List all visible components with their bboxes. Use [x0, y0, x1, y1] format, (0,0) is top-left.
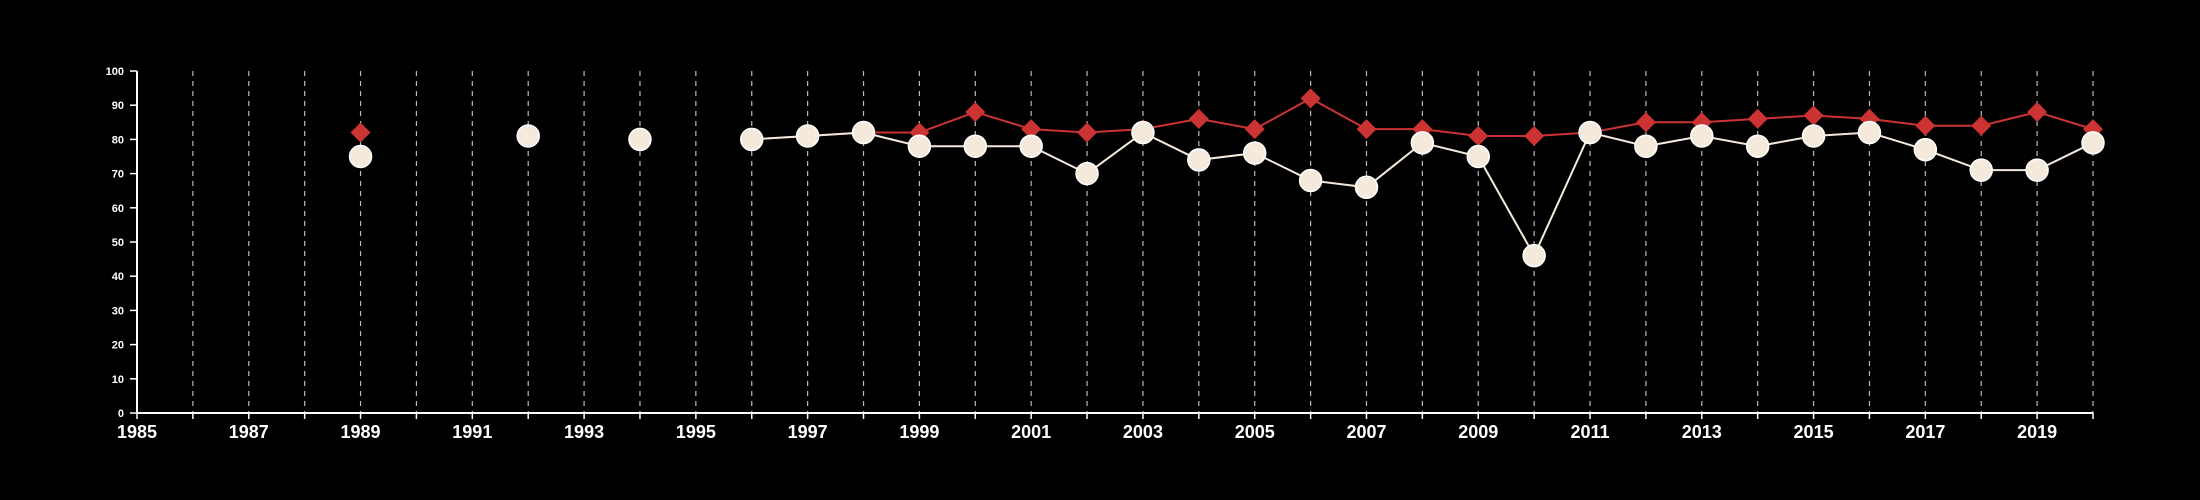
y-tick-label: 60 [112, 203, 124, 215]
x-tick-label: 1993 [564, 422, 604, 442]
y-tick-label: 50 [112, 237, 124, 249]
data-point-diamond [1077, 122, 1098, 143]
data-point-circle [1019, 134, 1043, 158]
data-point-circle [1801, 124, 1826, 148]
data-point-diamond [1747, 108, 1768, 129]
data-point-circle [1522, 243, 1546, 268]
x-tick-label: 1985 [117, 422, 157, 442]
x-tick-label: 2001 [1011, 422, 1051, 442]
y-tick-label: 20 [112, 340, 124, 352]
x-tick-label: 2017 [1905, 422, 1945, 442]
data-point-circle [1745, 134, 1770, 158]
series-circle [348, 120, 2105, 268]
x-tick-label: 1999 [899, 422, 939, 442]
data-point-circle [851, 120, 876, 145]
data-point-circle [795, 124, 820, 148]
data-point-circle [1913, 137, 1938, 162]
data-point-circle [2025, 158, 2049, 182]
data-point-circle [907, 134, 932, 158]
data-point-diamond [350, 122, 371, 143]
data-point-circle [628, 127, 652, 152]
data-point-diamond [1300, 88, 1321, 109]
data-point-diamond [1468, 125, 1489, 146]
data-point-circle [1242, 141, 1267, 165]
data-point-diamond [2027, 102, 2048, 123]
x-tick-label: 1997 [788, 422, 828, 442]
data-point-circle [1578, 120, 1602, 145]
x-tick-label: 1991 [452, 422, 492, 442]
data-point-diamond [1188, 108, 1209, 129]
data-point-circle [1410, 131, 1435, 155]
data-point-circle [1298, 168, 1323, 193]
data-point-circle [2081, 131, 2105, 155]
data-point-diamond [1021, 119, 1042, 140]
y-tick-label: 70 [112, 169, 124, 181]
data-point-circle [516, 124, 540, 148]
data-point-circle [348, 144, 373, 169]
y-tick-label: 40 [112, 271, 124, 283]
y-tick-label: 80 [112, 134, 124, 146]
data-point-circle [1690, 124, 1714, 148]
data-point-circle [1466, 144, 1491, 169]
data-point-circle [1634, 134, 1658, 158]
data-point-diamond [1524, 125, 1545, 146]
data-point-circle [1187, 148, 1211, 172]
x-tick-label: 2009 [1458, 422, 1498, 442]
series-layer [348, 88, 2105, 268]
data-point-diamond [965, 102, 986, 123]
data-point-circle [1857, 120, 1882, 145]
data-point-diamond [1635, 112, 1656, 133]
x-tick-label: 1987 [229, 422, 269, 442]
y-tick-label: 10 [112, 374, 124, 386]
data-point-circle [1354, 175, 1379, 200]
y-tick-label: 90 [112, 100, 124, 112]
x-tick-label: 2019 [2017, 422, 2057, 442]
data-point-diamond [1244, 119, 1265, 140]
data-point-diamond [1971, 115, 1992, 136]
data-point-circle [963, 134, 988, 158]
x-tick-label: 1989 [341, 422, 381, 442]
data-point-circle [739, 127, 764, 152]
x-tick-label: 2007 [1346, 422, 1386, 442]
data-point-diamond [1356, 119, 1377, 140]
series-diamond [350, 88, 2103, 150]
data-point-diamond [1803, 105, 1824, 126]
data-point-diamond [1859, 108, 1880, 129]
data-point-circle [1075, 161, 1099, 186]
y-tick-label: 0 [118, 408, 124, 420]
x-tick-label: 2003 [1123, 422, 1163, 442]
data-point-circle [1131, 120, 1155, 145]
axes: 1985 1987 1989 1991 1993 1995 1997 1999 2001 2003… [106, 66, 2094, 442]
y-tick-label: 30 [112, 305, 124, 317]
x-tick-label: 2005 [1235, 422, 1275, 442]
x-tick-label: 2013 [1682, 422, 1722, 442]
x-tick-label: 2011 [1570, 422, 1609, 442]
data-point-diamond [1915, 115, 1936, 136]
x-tick-label: 1995 [676, 422, 716, 442]
grid [192, 71, 2094, 413]
y-tick-label: 100 [106, 66, 124, 78]
x-tick-label: 2015 [1794, 422, 1834, 442]
data-point-circle [1969, 158, 1993, 182]
